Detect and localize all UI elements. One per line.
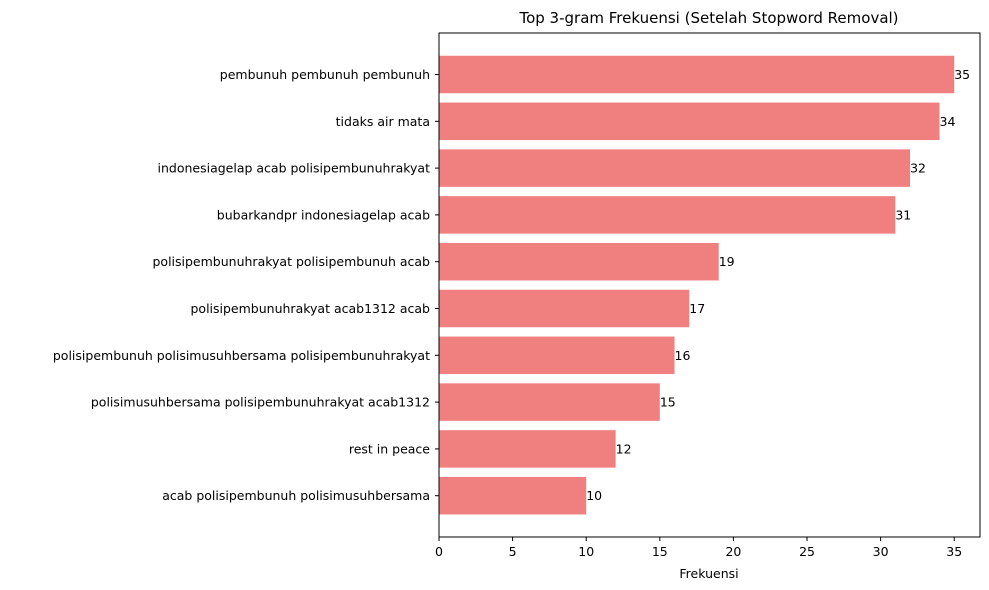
axes-frame — [438, 32, 981, 538]
value-label: 16 — [675, 348, 691, 363]
x-tick-label: 35 — [946, 544, 962, 559]
value-label: 12 — [616, 441, 632, 456]
x-tick-label: 5 — [509, 544, 517, 559]
category-labels: pembunuh pembunuh pembunuh tidaks air mat… — [53, 67, 439, 503]
value-label: 10 — [586, 488, 602, 503]
x-tick-label: 25 — [799, 544, 815, 559]
category-label: indonesiagelap acab polisipembunuhrakyat — [158, 161, 431, 176]
category-label: bubarkandpr indonesiagelap acab — [217, 207, 430, 222]
bar-8 — [439, 383, 660, 421]
category-label: acab polisipembunuh polisimusuhbersama — [162, 488, 430, 503]
bar-2 — [439, 102, 940, 141]
bar-6 — [439, 289, 690, 328]
bar-9 — [439, 430, 616, 468]
x-tick-label: 15 — [652, 544, 668, 559]
category-label: polisimusuhbersama polisipembunuhrakyat … — [91, 395, 430, 410]
value-label: 19 — [719, 254, 735, 269]
bar-7 — [439, 336, 675, 375]
value-label: 34 — [940, 114, 956, 129]
category-label: polisipembunuhrakyat acab1312 acab — [190, 301, 430, 316]
value-label: 15 — [660, 395, 676, 410]
bar-3 — [439, 149, 911, 187]
x-tick-label: 30 — [873, 544, 889, 559]
category-label: polisipembunuh polisimusuhbersama polisi… — [53, 348, 430, 363]
value-label: 31 — [895, 207, 911, 222]
chart-title: Top 3-gram Frekuensi (Setelah Stopword R… — [518, 9, 898, 27]
value-labels: 35 34 32 31 19 17 16 15 12 10 — [586, 67, 970, 503]
value-label: 32 — [910, 161, 926, 176]
bar-10 — [439, 476, 587, 515]
value-label: 17 — [689, 301, 705, 316]
x-axis-ticks: 0 5 10 15 20 25 30 35 — [435, 537, 962, 559]
bar-5 — [439, 242, 719, 281]
x-tick-label: 10 — [578, 544, 594, 559]
category-label: polisipembunuhrakyat polisipembunuh acab — [152, 254, 430, 269]
category-label: pembunuh pembunuh pembunuh — [220, 67, 430, 82]
bars-group — [439, 55, 955, 515]
bar-4 — [439, 196, 896, 234]
x-tick-label: 20 — [725, 544, 741, 559]
value-label: 35 — [954, 67, 970, 82]
category-label: rest in peace — [349, 441, 430, 456]
x-axis-label: Frekuensi — [679, 566, 738, 581]
category-label: tidaks air mata — [336, 114, 430, 129]
bar-1 — [439, 55, 955, 94]
x-tick-label: 0 — [435, 544, 443, 559]
